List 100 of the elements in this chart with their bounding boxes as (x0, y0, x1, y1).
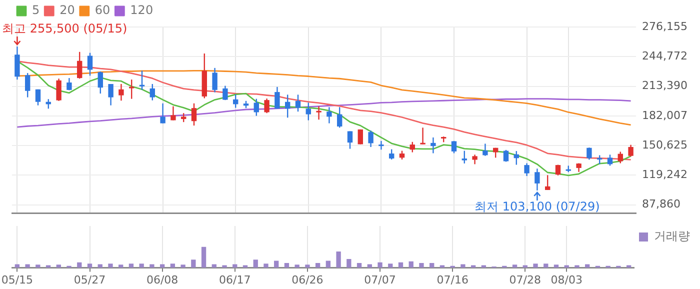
candlestick (285, 94, 290, 118)
bar (180, 264, 186, 268)
bar (346, 259, 352, 268)
candlestick (430, 136, 436, 154)
candlestick (410, 141, 415, 153)
y-tick-label: 150,625 (642, 138, 688, 152)
candlestick (358, 128, 363, 145)
y-tick-label: 182,007 (642, 108, 688, 122)
bar (294, 264, 300, 268)
x-tick-label: 06/08 (146, 273, 178, 286)
bar (315, 262, 320, 268)
candlestick (87, 52, 93, 76)
bar (367, 264, 372, 268)
legend-label: 60 (94, 3, 110, 18)
candlestick (618, 151, 623, 164)
bar (87, 264, 92, 268)
bar (98, 264, 102, 268)
candlestick (545, 174, 550, 191)
bar (36, 264, 40, 268)
candlestick (462, 150, 467, 164)
candlestick (118, 83, 124, 102)
bar (108, 264, 113, 268)
candlestick (66, 77, 72, 91)
candlestick (254, 98, 259, 116)
candlestick (586, 146, 592, 160)
bar (118, 264, 124, 268)
bar (128, 264, 134, 268)
bar (253, 260, 258, 268)
bar (533, 264, 538, 268)
candlestick (607, 154, 613, 166)
bar (378, 262, 382, 268)
candlestick (472, 154, 478, 165)
y-tick-label: 119,242 (642, 168, 688, 182)
x-tick-label: 08/03 (550, 273, 582, 286)
candlestick (274, 86, 280, 110)
candlestick (378, 140, 384, 150)
candlestick (56, 78, 62, 102)
bar (160, 264, 165, 268)
bar (25, 264, 30, 268)
candlestick (420, 127, 426, 145)
annotation: 최저 103,100 (07/29) (474, 200, 600, 214)
bar (14, 264, 20, 268)
bar (191, 260, 196, 268)
bar (544, 264, 548, 268)
candlestick (191, 102, 197, 126)
candlestick (264, 98, 270, 114)
candlestick (233, 94, 238, 108)
candlestick (389, 148, 394, 160)
y-tick-label: 276,155 (642, 20, 688, 33)
candlestick (524, 162, 530, 177)
candlestick (482, 143, 488, 156)
candlestick (77, 51, 82, 80)
bar (170, 264, 176, 268)
bar (56, 264, 61, 268)
candlestick (150, 83, 155, 101)
candlestick (628, 144, 634, 158)
candlestick (98, 70, 103, 94)
legend-label: 120 (130, 3, 154, 18)
x-tick-label: 07/28 (509, 273, 541, 286)
bar (554, 264, 559, 268)
bar (284, 262, 290, 268)
bar (139, 264, 144, 268)
candlestick (306, 102, 311, 121)
x-tick-label: 06/17 (219, 273, 251, 286)
candlestick (451, 140, 457, 154)
bar (388, 264, 393, 268)
candlestick (337, 106, 342, 128)
x-tick-label: 06/26 (292, 273, 324, 286)
bar (212, 264, 216, 268)
candlestick (14, 46, 20, 80)
bar (201, 246, 206, 268)
y-tick-label: 244,772 (642, 50, 688, 62)
x-tick-label: 07/07 (364, 273, 396, 286)
bar (356, 262, 362, 268)
bar (305, 264, 310, 268)
y-tick-label: 87,860 (642, 198, 680, 211)
bar (326, 260, 331, 268)
legend-label: 거래량 (654, 229, 690, 244)
candlestick (170, 106, 176, 121)
bar (264, 264, 268, 268)
bar (232, 264, 238, 268)
legend-label: 5 (32, 3, 40, 18)
legend-label: 20 (60, 3, 75, 18)
candlestick (326, 106, 332, 124)
y-tick-label: 213,390 (642, 79, 688, 92)
bar (585, 264, 590, 268)
x-tick-label: 05/27 (74, 273, 106, 286)
candlestick (316, 106, 322, 120)
candlestick (108, 83, 114, 106)
bar (512, 264, 518, 268)
candlestick (160, 102, 166, 124)
candlestick (129, 78, 134, 100)
candlestick (25, 72, 30, 98)
bar (430, 262, 434, 268)
x-tick-label: 05/15 (1, 273, 34, 286)
candlestick (222, 85, 228, 101)
bar (419, 262, 424, 268)
candlestick (139, 70, 145, 91)
candlestick (35, 88, 41, 106)
bar (336, 252, 341, 268)
